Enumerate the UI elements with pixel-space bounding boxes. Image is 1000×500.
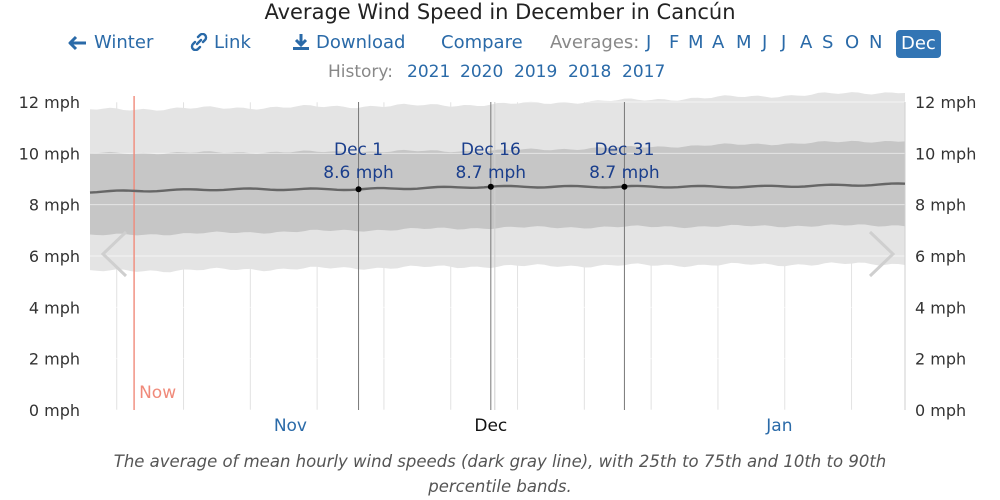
y-tick-label-right: 8 mph bbox=[915, 196, 966, 215]
x-tick-label[interactable]: Jan bbox=[765, 416, 792, 436]
nav-row: Winter Link Download Compare Averages: J… bbox=[0, 30, 1000, 58]
history-year-2020[interactable]: 2020 bbox=[460, 62, 504, 82]
history-year-2018[interactable]: 2018 bbox=[568, 62, 612, 82]
month-11[interactable]: Dec bbox=[896, 30, 941, 58]
y-tick-label-left: 6 mph bbox=[29, 247, 80, 266]
y-tick-label-left: 0 mph bbox=[29, 401, 80, 420]
data-point bbox=[621, 183, 628, 190]
y-tick-label-left: 8 mph bbox=[29, 196, 80, 215]
history-year-2017[interactable]: 2017 bbox=[622, 62, 666, 82]
percentile-band-25-75 bbox=[90, 140, 905, 236]
download-label: Download bbox=[316, 32, 406, 53]
chevron-left-icon[interactable] bbox=[100, 230, 128, 278]
caption-line-2: percentile bands. bbox=[428, 477, 572, 496]
x-tick-label[interactable]: Nov bbox=[274, 416, 307, 436]
y-tick-label-right: 6 mph bbox=[915, 247, 966, 266]
y-tick-label-right: 12 mph bbox=[915, 93, 976, 112]
y-tick-label-left: 12 mph bbox=[19, 93, 80, 112]
compare-button[interactable]: Compare bbox=[441, 32, 523, 53]
annotation-value: 8.7 mph bbox=[456, 163, 527, 183]
y-tick-label-right: 10 mph bbox=[915, 144, 976, 163]
link-icon bbox=[190, 32, 208, 52]
now-label: Now bbox=[139, 383, 176, 403]
y-tick-label-left: 2 mph bbox=[29, 350, 80, 369]
month-3[interactable]: A bbox=[712, 32, 725, 53]
month-5[interactable]: J bbox=[762, 32, 768, 53]
y-tick-label-right: 4 mph bbox=[915, 298, 966, 317]
winter-label: Winter bbox=[94, 32, 154, 53]
download-icon bbox=[293, 34, 309, 50]
annotation-date: Dec 16 bbox=[461, 140, 521, 160]
download-button[interactable]: Download bbox=[292, 32, 405, 53]
link-label: Link bbox=[214, 32, 251, 53]
month-2[interactable]: M bbox=[688, 32, 704, 53]
month-8[interactable]: S bbox=[822, 32, 834, 53]
y-tick-label-right: 2 mph bbox=[915, 350, 966, 369]
caption-line-1: The average of mean hourly wind speeds (… bbox=[113, 452, 887, 471]
data-point bbox=[487, 183, 494, 190]
x-tick-label: Dec bbox=[474, 416, 507, 436]
month-0[interactable]: J bbox=[646, 32, 652, 53]
arrow-left-icon bbox=[68, 35, 86, 51]
annotation-value: 8.7 mph bbox=[589, 163, 660, 183]
link-button[interactable]: Link bbox=[190, 32, 251, 53]
data-point bbox=[355, 186, 362, 193]
mean-wind-speed-line bbox=[89, 182, 906, 194]
chevron-right-icon[interactable] bbox=[868, 230, 896, 278]
averages-label: Averages: bbox=[550, 32, 640, 53]
wind-speed-chart: Now Dec 1 8.6 mph Dec 16 8.7 mph Dec 31 8.7 mp… bbox=[19, 92, 976, 436]
month-7[interactable]: A bbox=[800, 32, 813, 53]
month-1[interactable]: F bbox=[669, 32, 680, 53]
history-year-2021[interactable]: 2021 bbox=[407, 62, 451, 82]
month-9[interactable]: O bbox=[845, 32, 860, 53]
annotation-date: Dec 1 bbox=[334, 140, 383, 160]
chart-title: Average Wind Speed in December in Cancún bbox=[264, 0, 736, 24]
history-row: History: 2021 2020 2019 2018 2017 bbox=[0, 62, 1000, 88]
y-tick-label-left: 4 mph bbox=[29, 298, 80, 317]
chart-caption: The average of mean hourly wind speeds (… bbox=[0, 449, 1000, 499]
winter-link[interactable]: Winter bbox=[68, 32, 153, 53]
annotation-value: 8.6 mph bbox=[323, 163, 394, 183]
month-10[interactable]: N bbox=[869, 32, 883, 53]
month-4[interactable]: M bbox=[736, 32, 752, 53]
y-tick-label-right: 0 mph bbox=[915, 401, 966, 420]
annotation-date: Dec 31 bbox=[594, 140, 654, 160]
history-year-2019[interactable]: 2019 bbox=[514, 62, 558, 82]
y-tick-label-left: 10 mph bbox=[19, 144, 80, 163]
month-6[interactable]: J bbox=[781, 32, 787, 53]
history-label: History: bbox=[328, 62, 393, 82]
